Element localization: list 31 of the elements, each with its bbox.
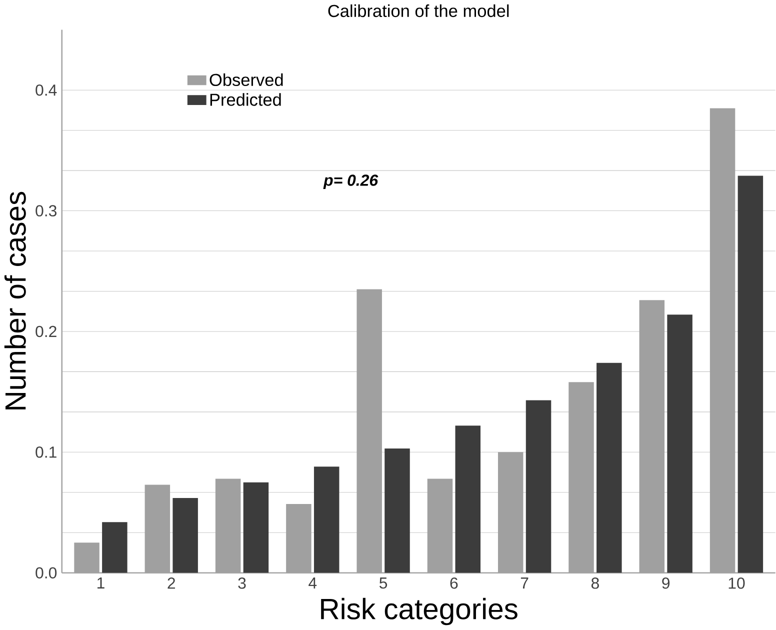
chart-title: Calibration of the model: [328, 4, 509, 18]
x-tick-label: 6: [450, 578, 458, 589]
x-tick-label: 4: [308, 578, 317, 589]
bar: [596, 363, 622, 574]
bar: [314, 466, 340, 574]
y-tick-label: 0.2: [36, 326, 56, 338]
y-axis-title: Number of cases: [4, 192, 26, 410]
x-tick-label: 10: [728, 578, 745, 589]
y-tick-label: 0.3: [36, 205, 56, 217]
x-tick-label: 3: [238, 578, 246, 589]
bar: [384, 448, 410, 574]
x-axis-title: Risk categories: [321, 598, 518, 626]
bar: [526, 400, 552, 574]
bar: [738, 176, 764, 574]
x-tick-label: 5: [380, 578, 388, 589]
bar: [172, 498, 198, 574]
annotation: p= 0.26: [323, 174, 378, 190]
bar: [102, 522, 128, 574]
x-tick-label: 7: [520, 578, 528, 589]
y-tick-label: 0.4: [36, 84, 57, 96]
y-tick-label: 0.0: [36, 567, 57, 579]
x-tick-label: 2: [168, 578, 176, 589]
x-tick-label: 9: [662, 578, 670, 589]
x-tick-label: 8: [591, 578, 599, 589]
legend-label: Observed: [210, 74, 283, 86]
y-tick-label: 0.1: [36, 446, 56, 458]
legend-label: Predicted: [210, 93, 281, 106]
bar: [667, 314, 692, 574]
x-tick-label: 1: [98, 578, 104, 589]
bar: [243, 482, 269, 574]
bar: [455, 426, 481, 574]
